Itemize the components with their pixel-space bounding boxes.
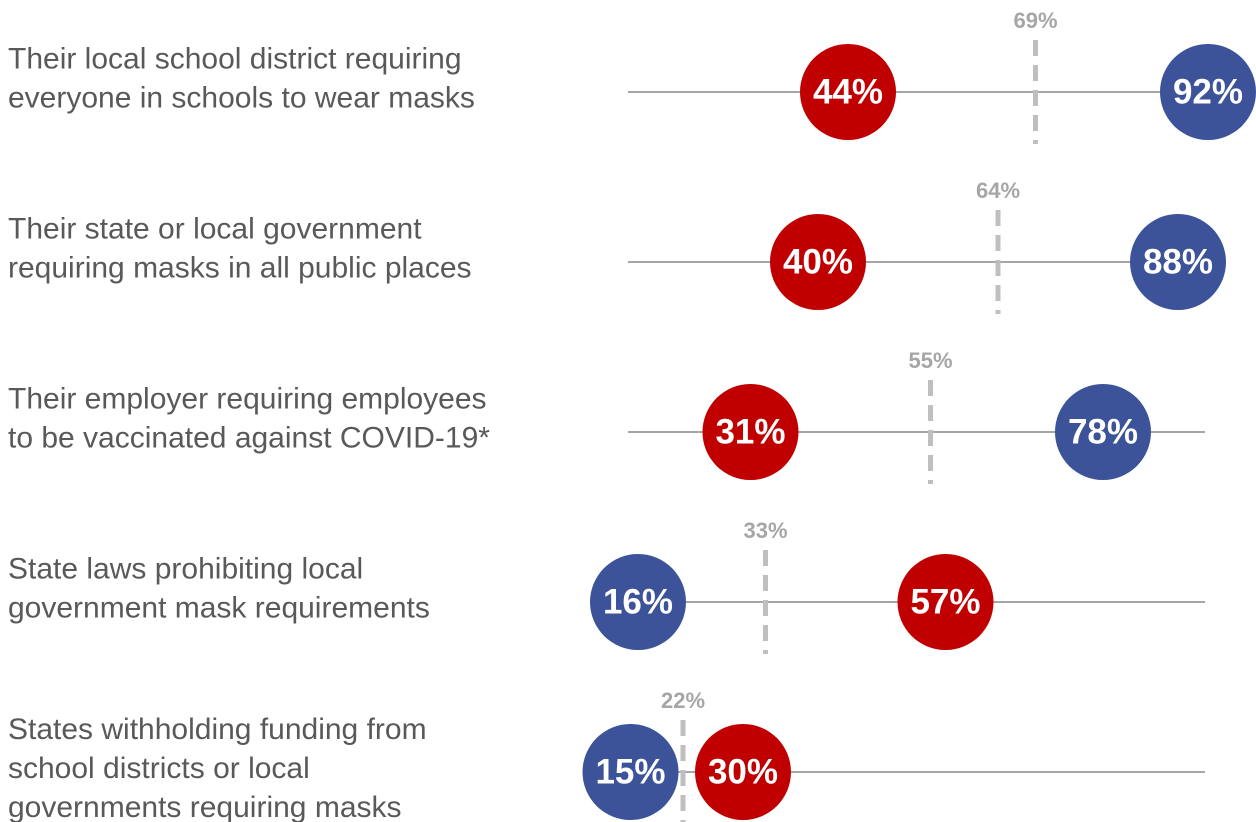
dot xyxy=(770,214,866,310)
dot xyxy=(702,384,799,480)
dot-label: 40% xyxy=(783,242,853,281)
average-label: 64% xyxy=(976,178,1020,203)
category-label: States withholding funding from xyxy=(8,713,427,746)
dot-label: 15% xyxy=(595,752,665,791)
dot xyxy=(800,44,896,140)
average-label: 55% xyxy=(908,348,952,373)
category-label: State laws prohibiting local xyxy=(8,552,363,585)
dot xyxy=(1130,214,1226,310)
dot xyxy=(582,724,679,820)
category-label: Their local school district requiring xyxy=(8,42,462,75)
dot xyxy=(590,554,686,650)
dot-label: 57% xyxy=(910,582,980,621)
category-label: requiring masks in all public places xyxy=(8,251,472,284)
category-label: government mask requirements xyxy=(8,591,430,624)
dot-label: 31% xyxy=(715,412,785,451)
average-label: 69% xyxy=(1013,8,1057,33)
dot-label: 44% xyxy=(813,72,883,111)
category-label: Their state or local government xyxy=(8,212,422,245)
dot-label: 88% xyxy=(1143,242,1213,281)
dot-label: 16% xyxy=(603,582,673,621)
dot xyxy=(897,554,994,650)
dot xyxy=(1160,44,1256,140)
category-label: school districts or local xyxy=(8,752,310,785)
dot xyxy=(1055,384,1151,480)
dot-label: 92% xyxy=(1173,72,1243,111)
dot-label: 78% xyxy=(1068,412,1138,451)
dot-label: 30% xyxy=(708,752,778,791)
average-label: 33% xyxy=(743,518,787,543)
category-label: to be vaccinated against COVID-19* xyxy=(8,421,490,454)
category-label: governments requiring masks xyxy=(8,791,402,822)
average-label: 22% xyxy=(661,688,705,713)
category-label: everyone in schools to wear masks xyxy=(8,81,475,114)
dot xyxy=(695,724,791,820)
category-label: Their employer requiring employees xyxy=(8,382,487,415)
